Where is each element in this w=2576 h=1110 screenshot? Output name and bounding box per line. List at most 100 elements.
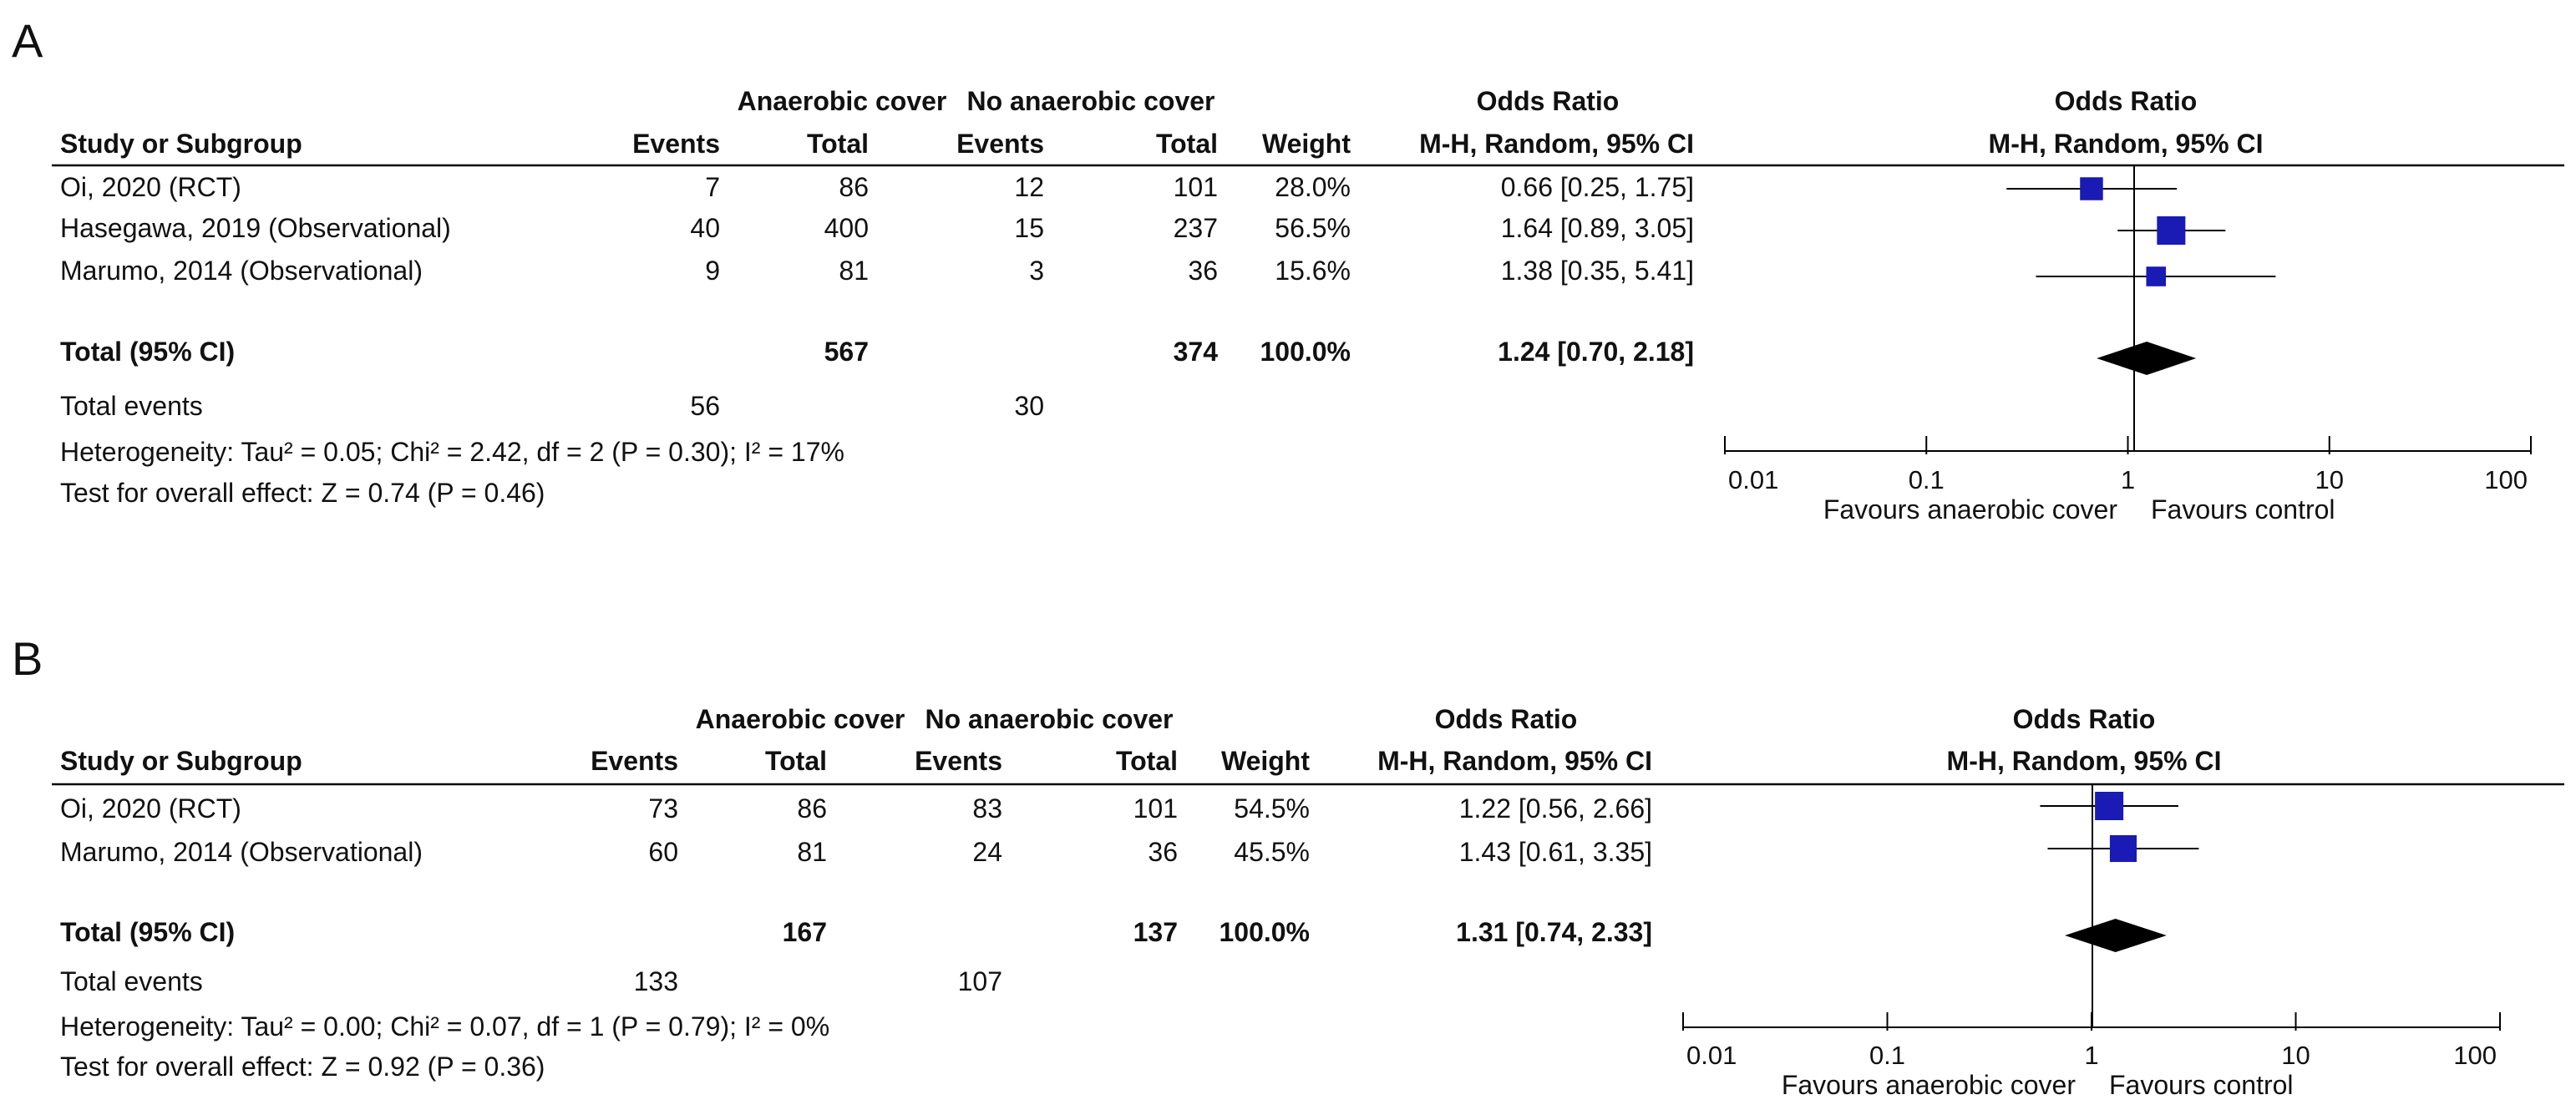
total-group1-sum: 567 [824, 337, 869, 367]
total-group2: 237 [1174, 213, 1218, 243]
study-odds-ratio-ci: 1.43 [0.61, 3.35] [1459, 837, 1652, 867]
method-column-header: M-H, Random, 95% CI [1377, 746, 1652, 776]
events2-column-header: Events [915, 746, 1002, 776]
events-group2: 15 [1014, 213, 1044, 243]
events-group2: 12 [1014, 172, 1044, 202]
favours-left-label: Favours anaerobic cover [1823, 494, 2118, 525]
study-weight: 54.5% [1234, 793, 1310, 824]
events-group2: 24 [972, 837, 1002, 867]
total1-column-header: Total [807, 129, 869, 159]
favours-left-label: Favours anaerobic cover [1782, 1070, 2077, 1100]
total-events-label: Total events [60, 391, 203, 421]
total-events-group1: 133 [634, 966, 678, 996]
favours-right-label: Favours control [2109, 1070, 2294, 1100]
total-group2: 101 [1174, 172, 1218, 202]
total-group1: 86 [839, 172, 869, 202]
study-name: Marumo, 2014 (Observational) [60, 256, 423, 286]
total-group1: 86 [797, 793, 827, 824]
total-group2-sum: 374 [1174, 337, 1219, 367]
events-group2: 3 [1029, 256, 1044, 286]
study-name: Hasegawa, 2019 (Observational) [60, 213, 451, 243]
study-weight: 15.6% [1275, 256, 1351, 286]
events-group1: 60 [648, 837, 678, 867]
study-name: Oi, 2020 (RCT) [60, 793, 241, 824]
panel-label: A [12, 14, 43, 67]
study-column-header: Study or Subgroup [60, 746, 302, 776]
total-weight: 100.0% [1260, 337, 1351, 367]
total-label: Total (95% CI) [60, 337, 235, 367]
total-weight: 100.0% [1219, 917, 1310, 947]
plot-odds-ratio-header: Odds Ratio [2055, 86, 2198, 116]
odds-ratio-header: Odds Ratio [1477, 86, 1620, 116]
x-tick-label: 0.1 [1909, 465, 1945, 494]
x-tick-label: 0.1 [1869, 1041, 1905, 1070]
total2-column-header: Total [1156, 129, 1218, 159]
plot-method-header: M-H, Random, 95% CI [1947, 746, 2222, 776]
pooled-odds-ratio-ci: 1.31 [0.74, 2.33] [1456, 917, 1652, 947]
study-weight: 45.5% [1234, 837, 1310, 867]
study-weight: 56.5% [1275, 213, 1351, 243]
total1-column-header: Total [765, 746, 827, 776]
study-name: Marumo, 2014 (Observational) [60, 837, 423, 867]
pooled-odds-ratio-ci: 1.24 [0.70, 2.18] [1498, 337, 1694, 367]
weight-column-header: Weight [1221, 746, 1310, 776]
events-group2: 83 [972, 793, 1002, 824]
total-events-group1: 56 [690, 391, 720, 421]
total-group2: 101 [1133, 793, 1178, 824]
total-label: Total (95% CI) [60, 917, 235, 947]
x-tick-label: 10 [2281, 1041, 2310, 1070]
x-tick-label: 100 [2453, 1041, 2497, 1070]
study-weight: 28.0% [1275, 172, 1351, 202]
study-odds-ratio-ci: 1.64 [0.89, 3.05] [1501, 213, 1694, 243]
x-tick-label: 1 [2084, 1041, 2098, 1070]
events1-column-header: Events [591, 746, 678, 776]
x-tick-label: 10 [2315, 465, 2344, 494]
group1-header: Anaerobic cover [738, 86, 947, 116]
plot-odds-ratio-header: Odds Ratio [2013, 704, 2156, 734]
study-marker [2146, 266, 2167, 286]
group2-header: No anaerobic cover [967, 86, 1215, 116]
total-events-group2: 30 [1014, 391, 1044, 421]
events-group1: 7 [705, 172, 720, 202]
group2-header: No anaerobic cover [925, 704, 1174, 734]
total-group1: 81 [839, 256, 869, 286]
total-group1-sum: 167 [783, 917, 827, 947]
overall-effect-text: Test for overall effect: Z = 0.74 (P = 0… [60, 478, 545, 508]
heterogeneity-text: Heterogeneity: Tau² = 0.05; Chi² = 2.42,… [60, 437, 844, 467]
plot-method-header: M-H, Random, 95% CI [1989, 129, 2264, 159]
heterogeneity-text: Heterogeneity: Tau² = 0.00; Chi² = 0.07,… [60, 1011, 829, 1042]
forest-panel-b: B Anaerobic cover No anaerobic cover Odds R… [12, 632, 2564, 1100]
total2-column-header: Total [1116, 746, 1178, 776]
total-group1: 81 [797, 837, 827, 867]
events2-column-header: Events [956, 129, 1044, 159]
x-tick-label: 0.01 [1728, 465, 1778, 494]
study-odds-ratio-ci: 1.22 [0.56, 2.66] [1459, 793, 1652, 824]
total-events-label: Total events [60, 966, 203, 996]
pooled-estimate-diamond [2097, 342, 2197, 375]
favours-right-label: Favours control [2151, 494, 2335, 525]
odds-ratio-header: Odds Ratio [1435, 704, 1578, 734]
study-marker [2157, 216, 2186, 245]
total-group2: 36 [1148, 837, 1178, 867]
events-group1: 73 [648, 793, 678, 824]
forest-panel-a: A Anaerobic cover No anaerobic cover Odds R… [12, 14, 2564, 525]
events-group1: 9 [705, 256, 720, 286]
study-marker [2095, 792, 2124, 820]
study-column-header: Study or Subgroup [60, 129, 302, 159]
study-name: Oi, 2020 (RCT) [60, 172, 241, 202]
weight-column-header: Weight [1262, 129, 1351, 159]
x-tick-label: 1 [2121, 465, 2135, 494]
pooled-estimate-diamond [2065, 919, 2167, 952]
overall-effect-text: Test for overall effect: Z = 0.92 (P = 0… [60, 1052, 545, 1082]
study-marker [2080, 177, 2103, 200]
study-marker [2109, 834, 2137, 863]
x-tick-label: 0.01 [1686, 1041, 1737, 1070]
method-column-header: M-H, Random, 95% CI [1419, 129, 1694, 159]
total-group1: 400 [824, 213, 869, 243]
panel-label: B [12, 632, 43, 685]
total-group2-sum: 137 [1133, 917, 1178, 947]
x-tick-label: 100 [2484, 465, 2528, 494]
total-group2: 36 [1188, 256, 1218, 286]
events1-column-header: Events [632, 129, 720, 159]
